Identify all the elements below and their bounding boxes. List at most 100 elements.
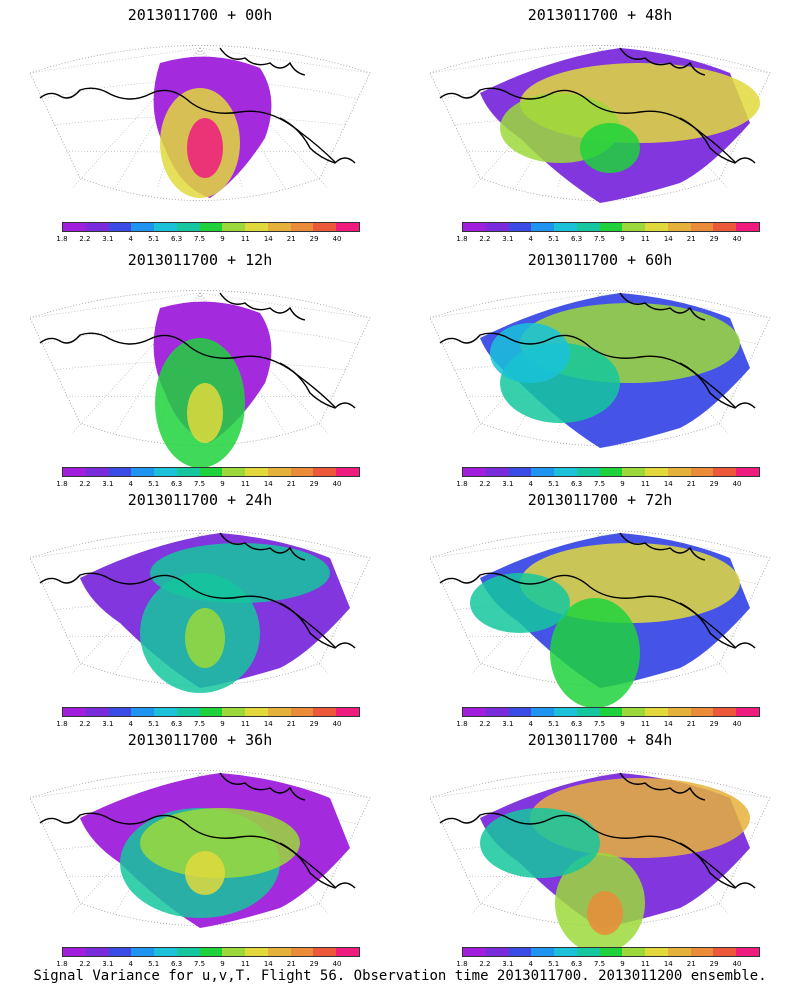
colorbar-tick-label: 4: [128, 480, 133, 488]
colorbar-tick-label: 2.2: [479, 480, 491, 488]
field-contour: [587, 891, 623, 935]
field-contour: [185, 851, 225, 895]
colorbar-tick-label: 21: [286, 235, 296, 243]
colorbar-tick-label: 1.8: [456, 235, 468, 243]
variance-field: [153, 56, 272, 198]
colorbar-tick-label: 2.2: [479, 720, 491, 728]
colorbar-tick-label: 9: [620, 480, 625, 488]
colorbar-swatch: [267, 223, 291, 231]
colorbar-tick-label: 4: [528, 235, 533, 243]
panel-title: 2013011700 + 36h: [127, 731, 273, 749]
colorbar-swatch: [736, 468, 759, 476]
colorbar-swatch: [667, 468, 691, 476]
colorbar-tick-label: 3.1: [502, 235, 514, 243]
colorbar-tick-label: 21: [686, 480, 696, 488]
colorbar-swatch: [222, 223, 246, 231]
colorbar-swatch: [645, 708, 668, 716]
colorbar-tick-label: 14: [263, 480, 273, 488]
field-contour: [187, 383, 223, 443]
colorbar-swatch: [290, 708, 314, 716]
colorbar-tick-label: 2.2: [79, 235, 91, 243]
colorbar-swatch: [463, 948, 486, 956]
colorbar-swatch: [690, 223, 714, 231]
colorbar-tick-label: 3.1: [102, 960, 114, 968]
colorbar-swatch: [199, 708, 223, 716]
panel-72h: 2013011700 + 72h 1.8 2.2 3.1 4 5.1 6.3 7.5 9 11 1…: [400, 485, 800, 730]
colorbar-swatch: [508, 468, 532, 476]
colorbar-swatch: [576, 708, 600, 716]
field-contour: [185, 608, 225, 668]
colorbar-swatch: [108, 708, 132, 716]
colorbar-swatch: [108, 948, 132, 956]
colorbar-swatch: [313, 708, 337, 716]
colorbar-tick-label: 21: [686, 235, 696, 243]
colorbar-swatch: [154, 948, 177, 956]
colorbar-tick-label: 14: [263, 960, 273, 968]
colorbar-swatch: [667, 948, 691, 956]
colorbar-swatch: [131, 708, 155, 716]
colorbar-tick-label: 40: [332, 960, 342, 968]
colorbar-tick-label: 21: [686, 720, 696, 728]
colorbar-tick-label: 6.3: [171, 720, 183, 728]
colorbar-tick-label: 1.8: [56, 960, 68, 968]
colorbar-tick-label: 2.2: [479, 235, 491, 243]
colorbar-swatch: [690, 708, 714, 716]
colorbar-swatch: [645, 948, 668, 956]
colorbar-tick-label: 21: [286, 960, 296, 968]
colorbar-tick-label: 14: [663, 960, 673, 968]
variance-field: [480, 773, 750, 948]
colorbar-swatch: [313, 468, 337, 476]
panel-title: 2013011700 + 00h: [127, 6, 273, 24]
colorbar-swatch: [667, 223, 691, 231]
colorbar-swatch: [63, 708, 86, 716]
colorbar-swatch: [463, 708, 486, 716]
colorbar-tick-label: 29: [309, 235, 319, 243]
colorbar-swatch: [176, 948, 200, 956]
colorbar: [62, 467, 360, 477]
colorbar-swatch: [154, 223, 177, 231]
colorbar-swatch: [485, 948, 509, 956]
panel-title: 2013011700 + 12h: [127, 251, 273, 269]
coastline: [39, 292, 356, 409]
colorbar-swatch: [508, 948, 532, 956]
colorbar-ticks: 1.8 2.2 3.1 4 5.1 6.3 7.5 9 11 14 21 29 40: [456, 480, 758, 490]
colorbar-swatch: [485, 468, 509, 476]
polar-map: [429, 290, 771, 448]
colorbar: [62, 707, 360, 717]
colorbar-tick-label: 1.8: [56, 720, 68, 728]
colorbar-tick-label: 3.1: [502, 480, 514, 488]
colorbar-swatch: [245, 468, 268, 476]
colorbar-tick-label: 4: [128, 960, 133, 968]
colorbar-tick-label: 6.3: [571, 960, 583, 968]
colorbar-swatch: [599, 948, 623, 956]
colorbar-tick-label: 3.1: [502, 720, 514, 728]
colorbar-swatch: [667, 708, 691, 716]
colorbar-tick-label: 7.5: [193, 480, 206, 488]
colorbar-swatch: [622, 223, 646, 231]
colorbar-ticks: 1.8 2.2 3.1 4 5.1 6.3 7.5 9 11 14 21 29 40: [456, 720, 758, 730]
colorbar-tick-label: 14: [263, 720, 273, 728]
panel-24h: 2013011700 + 24h 1.8 2.2 3.1 4 5.1 6.3 7.5 9 11 1…: [0, 485, 400, 730]
colorbar-swatch: [713, 948, 737, 956]
panel-00h: 2013011700 + 00h 1.8 2.2 3.1 4 5.1 6.3 7.5 9 11 1…: [0, 0, 400, 245]
colorbar-tick-label: 5.1: [148, 960, 160, 968]
polar-map: [429, 45, 771, 203]
colorbar-swatch: [290, 223, 314, 231]
colorbar-tick-label: 29: [709, 720, 719, 728]
panel-title: 2013011700 + 84h: [527, 731, 673, 749]
panel-60h: 2013011700 + 60h 1.8 2.2 3.1 4 5.1 6.3 7.5 9 11 1…: [400, 245, 800, 490]
colorbar-swatch: [108, 223, 132, 231]
variance-field: [153, 301, 272, 468]
colorbar-tick-label: 29: [309, 960, 319, 968]
panel-84h: 2013011700 + 84h 1.8 2.2 3.1 4 5.1 6.3 7.5 9 11 1…: [400, 725, 800, 970]
colorbar-tick-label: 1.8: [456, 960, 468, 968]
colorbar-tick-label: 11: [640, 960, 650, 968]
colorbar-tick-label: 4: [128, 720, 133, 728]
colorbar-tick-label: 7.5: [593, 720, 606, 728]
colorbar-tick-label: 4: [528, 480, 533, 488]
panel-12h: 2013011700 + 12h 1.8 2.2 3.1 4 5.1 6.3 7.5 9 11 1…: [0, 245, 400, 490]
colorbar-tick-label: 29: [709, 235, 719, 243]
colorbar-tick-label: 5.1: [548, 480, 560, 488]
colorbar-tick-label: 4: [128, 235, 133, 243]
colorbar-tick-label: 1.8: [56, 480, 68, 488]
